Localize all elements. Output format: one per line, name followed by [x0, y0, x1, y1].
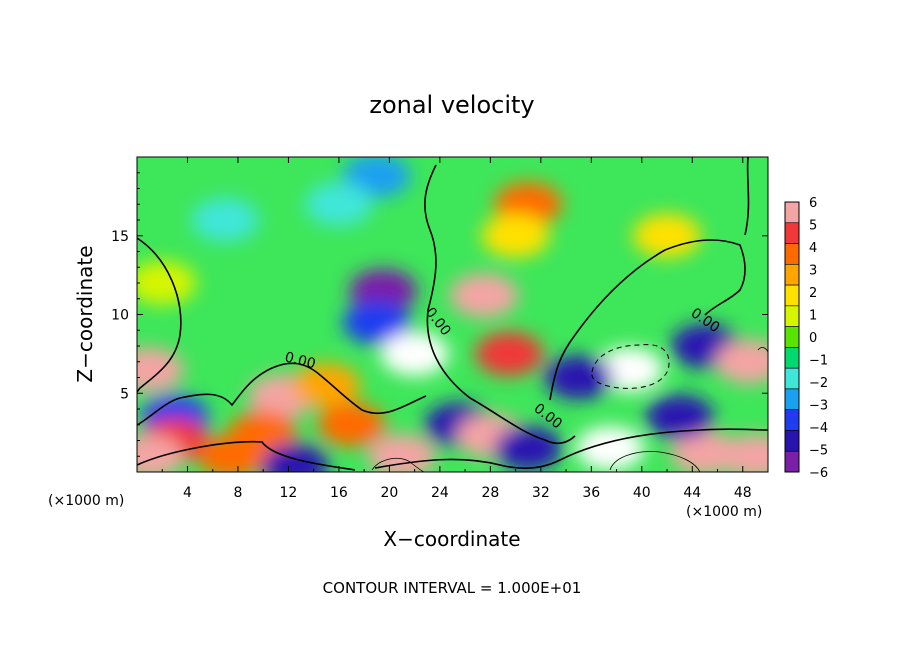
colorbar-label: 6 [809, 196, 817, 211]
colorbar-label: −5 [809, 444, 828, 459]
colorbar-swatch [784, 305, 800, 327]
x-unit-left: (×1000 m) [48, 493, 124, 509]
field-blob [197, 434, 266, 472]
field-blob [304, 182, 373, 227]
colorbar-label: 2 [809, 286, 817, 301]
colorbar-swatch [784, 326, 800, 348]
colorbar: 6 5 4 3 2 1 0 −1 −2 −3 −4 −5 −6 [784, 196, 828, 481]
field-blob [260, 443, 329, 472]
field-blob [450, 273, 519, 318]
colorbar-swatch [784, 284, 800, 307]
colorbar-label: 1 [809, 309, 817, 324]
velocity-field [137, 157, 768, 472]
x-tick-label: 8 [233, 485, 242, 501]
colorbar-swatch [784, 450, 800, 473]
colorbar-label: −1 [809, 354, 828, 369]
field-blob [715, 339, 768, 384]
x-tick-label: 28 [481, 485, 499, 501]
colorbar-swatch [784, 222, 800, 244]
field-blob [137, 434, 184, 472]
thin-contours [371, 346, 768, 472]
zero-contour-top-right [744, 157, 750, 236]
x-axis-label: X−coordinate [383, 527, 520, 551]
colorbar-frame [784, 201, 800, 473]
contour-label-1: 0.00 [283, 349, 317, 372]
field-blob [191, 198, 260, 242]
zero-contour-bottom [137, 428, 768, 471]
colorbar-swatch [784, 409, 800, 431]
colorbar-swatch [784, 201, 800, 224]
colorbar-swatch [784, 388, 800, 410]
colorbar-label: 3 [809, 264, 817, 279]
field-blob [380, 331, 449, 376]
field-blob [317, 402, 386, 447]
y-tick-label: 5 [120, 386, 129, 402]
x-tick-label: 4 [183, 485, 192, 501]
colorbar-label: −4 [809, 421, 828, 436]
x-tick-label: 20 [380, 485, 398, 501]
field-blob [645, 394, 714, 439]
x-tick-label: 32 [532, 485, 550, 501]
negative-contours [591, 344, 670, 389]
x-tick-label: 12 [280, 485, 298, 501]
colorbar-label: 5 [809, 219, 817, 234]
colorbar-swatch [784, 347, 800, 369]
field-blob [670, 431, 739, 472]
field-blob [721, 434, 768, 472]
x-tick-label: 16 [330, 485, 348, 501]
zero-contours [137, 157, 768, 471]
thin-contour-edge-right [757, 346, 768, 353]
field-blob [292, 363, 361, 408]
field-blob [342, 300, 411, 345]
zero-contour-left [137, 237, 182, 393]
dashed-contour-right [591, 344, 670, 389]
colorbar-swatch [784, 367, 800, 390]
field-blob [481, 213, 550, 258]
field-blob [633, 213, 702, 258]
y-tick-label: 10 [111, 308, 129, 324]
colorbar-swatch [784, 264, 800, 286]
colorbar-label: 0 [809, 331, 817, 346]
thin-contour-bottom-right [609, 451, 701, 472]
thin-contour-bottom-center [371, 457, 425, 472]
y-axis: 5 10 15 [111, 172, 768, 457]
colorbar-label: −3 [809, 399, 828, 414]
field-blob [368, 434, 437, 472]
field-blob [137, 261, 197, 305]
colorbar-label: 4 [809, 241, 817, 256]
x-tick-label: 36 [582, 485, 600, 501]
field-blob [494, 426, 563, 471]
colorbar-label: −6 [809, 466, 828, 481]
contour-interval-footer: CONTOUR INTERVAL = 1.000E+01 [323, 579, 582, 597]
x-tick-label: 44 [683, 485, 701, 501]
colorbar-swatch [784, 243, 800, 265]
zero-contour-right [549, 239, 746, 401]
x-tick-label: 48 [734, 485, 752, 501]
colorbar-label: −2 [809, 376, 828, 391]
chart-title: zonal velocity [369, 91, 534, 119]
x-axis: 4 8 12 16 20 24 28 32 36 40 44 48 [161, 157, 752, 501]
field-blob [475, 331, 544, 376]
colorbar-swatch [784, 430, 800, 452]
y-tick-label: 15 [111, 229, 129, 245]
x-tick-label: 40 [633, 485, 651, 501]
x-tick-label: 24 [431, 485, 449, 501]
field-blob [544, 355, 613, 400]
zero-contour-low-left [137, 362, 427, 426]
zero-contour-center [424, 164, 576, 445]
plot-area: 0.00 0.00 0.00 0.00 [137, 157, 768, 472]
x-unit-right: (×1000 m) [686, 504, 762, 520]
y-axis-label: Z−coordinate [73, 245, 97, 382]
